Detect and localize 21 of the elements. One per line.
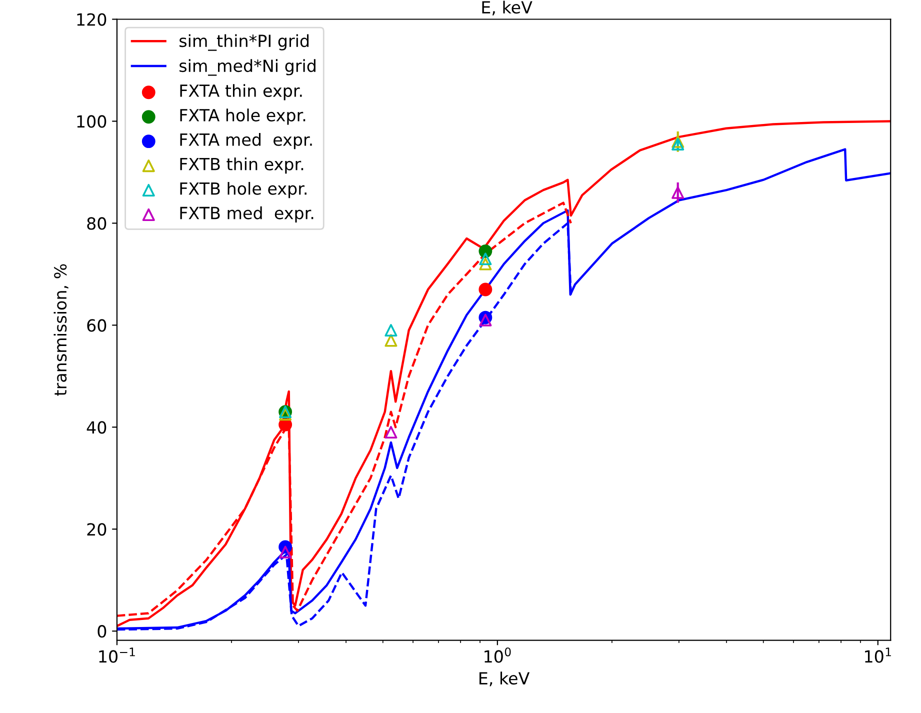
legend-label: FXTB thin expr.	[180, 157, 304, 174]
legend-label: FXTA hole expr.	[180, 108, 306, 125]
legend-label: FXTB hole expr.	[180, 182, 306, 198]
legend-label: sim_thin*PI grid	[180, 34, 309, 51]
legend-label: FXTA thin expr.	[180, 84, 302, 100]
legend-label: sim_med*Ni grid	[180, 59, 316, 76]
legend-label: FXTA med expr.	[180, 133, 312, 150]
y-tick-label: 0	[98, 625, 106, 638]
x-tick-label: 10$^{1}$	[865, 648, 891, 663]
text: E, keV	[482, 0, 532, 16]
y-tick-label: 80	[87, 217, 106, 230]
x-tick-label: 10$^{−1}$	[99, 648, 135, 663]
y-tick-label: 20	[87, 523, 106, 536]
y-tick-label: 60	[87, 319, 106, 332]
y-axis-title: transmission, %	[54, 264, 68, 396]
y-tick-label: 100	[77, 115, 106, 128]
x-axis-title: E, keV	[480, 672, 530, 686]
x-tick-label: 10$^{0}$	[484, 647, 511, 663]
y-tick-label: 120	[77, 13, 106, 26]
y-tick-label: 40	[86, 421, 106, 434]
legend-label: FXTB med expr.	[180, 206, 314, 223]
